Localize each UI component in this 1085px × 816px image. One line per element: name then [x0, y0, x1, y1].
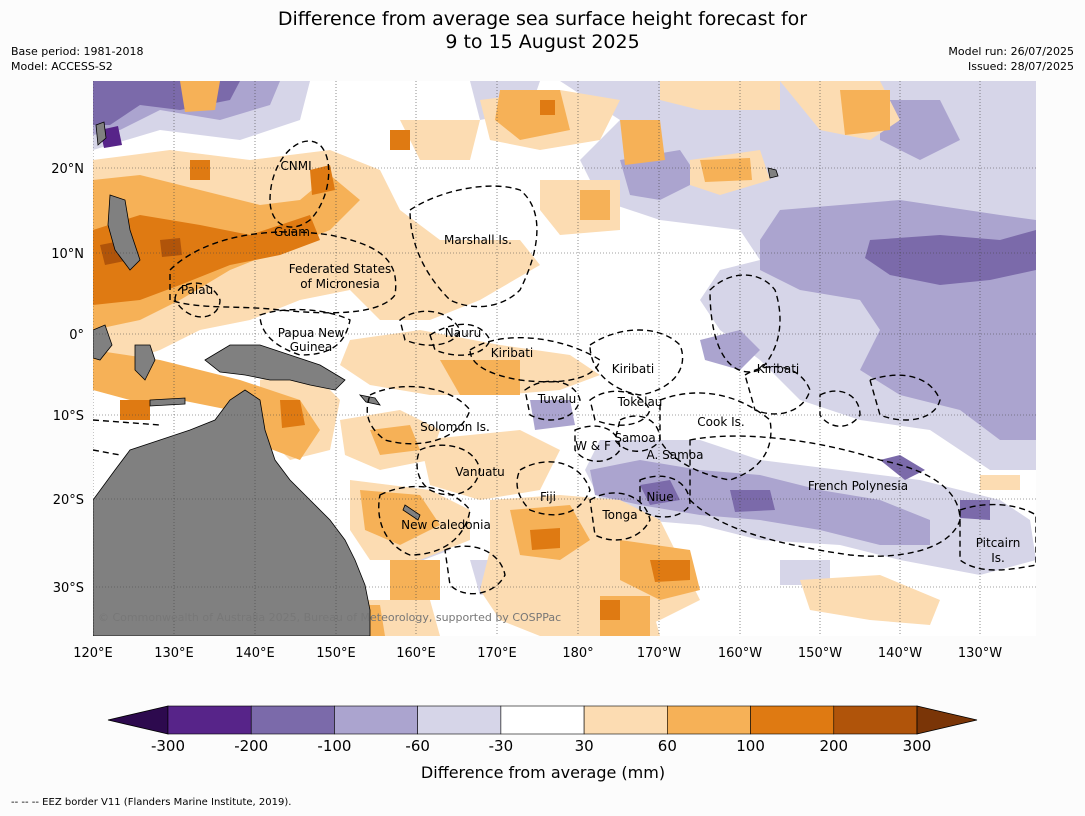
- lon-label: 160°W: [718, 646, 762, 661]
- anomaly-band-plus100: [93, 100, 690, 620]
- colorbar-band: [750, 705, 835, 735]
- new-guinea: [204, 344, 346, 391]
- label-fsm-line2: of Micronesia: [300, 277, 380, 291]
- lon-label: 170°W: [637, 646, 681, 661]
- colorbar-tick: 200: [819, 737, 848, 755]
- label-french-polynesia: French Polynesia: [808, 479, 908, 493]
- lon-label: 130°E: [154, 646, 194, 661]
- label-tokelau: Tokelau: [617, 395, 663, 409]
- land: [93, 121, 779, 636]
- colorbar-band: [417, 705, 502, 735]
- hawaii: [767, 167, 779, 179]
- meta-right: Model run: 26/07/2025 Issued: 28/07/2025: [948, 44, 1074, 74]
- label-png-line2: Guinea: [290, 340, 333, 354]
- title-line-1: Difference from average sea surface heig…: [277, 8, 808, 30]
- label-cook-islands: Cook Is.: [697, 415, 744, 429]
- label-fiji: Fiji: [540, 490, 556, 504]
- colorbar-tick: 60: [658, 737, 677, 755]
- colorbar-band: [334, 705, 418, 735]
- colorbar-band: [167, 705, 252, 735]
- model-name: Model: ACCESS-S2: [11, 60, 113, 73]
- colorbar-extend-low: [107, 705, 169, 735]
- borneo: [93, 324, 113, 361]
- taiwan: [95, 121, 107, 146]
- issued-date: Issued: 28/07/2025: [967, 60, 1074, 73]
- philippines: [107, 194, 141, 271]
- label-new-caledonia: New Caledonia: [401, 518, 491, 532]
- label-png-line1: Papua New: [278, 326, 345, 340]
- label-niue: Niue: [646, 490, 673, 504]
- lat-label: 20°N: [51, 162, 84, 177]
- label-pitcairn-line1: Pitcairn: [976, 536, 1021, 550]
- lon-label: 120°E: [73, 646, 113, 661]
- label-wallis-futuna: W & F: [575, 439, 611, 453]
- lon-label: 130°W: [958, 646, 1002, 661]
- colorbar-tick: -200: [234, 737, 268, 755]
- colorbar-title: Difference from average (mm): [421, 763, 665, 782]
- colorbar-band: [583, 705, 668, 735]
- lon-label: 160°E: [396, 646, 436, 661]
- colorbar-tick: -100: [317, 737, 351, 755]
- label-american-samoa: A. Samoa: [647, 448, 704, 462]
- label-tuvalu: Tuvalu: [537, 392, 577, 406]
- map-area: CNMI Guam Marshall Is. Federated States …: [93, 81, 1036, 636]
- lon-label: 170°E: [477, 646, 517, 661]
- lon-label: 150°E: [316, 646, 356, 661]
- colorbar-band: [250, 705, 335, 735]
- eez-legend-note: -- -- -- EEZ border V11 (Flanders Marine…: [11, 797, 292, 808]
- timor: [149, 397, 186, 407]
- anomaly-band-minus200: [93, 81, 1036, 520]
- label-cnmi: CNMI: [280, 159, 311, 173]
- chart-title: Difference from average sea surface heig…: [0, 8, 1085, 54]
- sulawesi: [134, 344, 156, 381]
- colorbar-tick: -60: [405, 737, 430, 755]
- australia: [93, 389, 371, 636]
- base-period: Base period: 1981-2018: [11, 45, 144, 58]
- lat-label: 30°S: [53, 581, 84, 596]
- label-kiribati-west: Kiribati: [491, 346, 533, 360]
- colorbar-tick: -300: [151, 737, 185, 755]
- colorbar-tick: -30: [489, 737, 514, 755]
- colorbar-band: [500, 705, 585, 735]
- region-labels: CNMI Guam Marshall Is. Federated States …: [181, 159, 1020, 565]
- copyright-notice: © Commonwealth of Australia 2025, Bureau…: [98, 611, 561, 624]
- lon-label: 150°W: [798, 646, 842, 661]
- meta-left: Base period: 1981-2018 Model: ACCESS-S2: [11, 44, 143, 74]
- latitude-labels: 20°N 10°N 0° 10°S 20°S 30°S: [51, 162, 84, 596]
- label-solomon-islands: Solomon Is.: [420, 420, 490, 434]
- eez-borders: [93, 140, 1036, 595]
- label-fsm-line1: Federated States: [289, 262, 391, 276]
- colorbar-band: [833, 705, 918, 735]
- longitude-labels: 120°E 130°E 140°E 150°E 160°E 170°E 180° 170°W 1…: [73, 646, 1002, 661]
- colorbar-tick: 30: [575, 737, 594, 755]
- lat-label: 10°N: [51, 247, 84, 262]
- lat-label: 10°S: [53, 409, 84, 424]
- label-guam: Guam: [274, 225, 310, 239]
- title-line-2: 9 to 15 August 2025: [445, 31, 640, 53]
- lat-label: 0°: [69, 328, 84, 343]
- lat-label: 20°S: [53, 493, 84, 508]
- lon-label: 180°: [562, 646, 593, 661]
- graticule: [93, 81, 1036, 636]
- colorbar: -300 -200 -100 -60 -30 30 60 100 200 300: [107, 705, 978, 755]
- label-samoa: Samoa: [614, 431, 655, 445]
- lon-label: 140°W: [878, 646, 922, 661]
- colorbar-band: [667, 705, 751, 735]
- label-kiribati-east: Kiribati: [757, 362, 799, 376]
- model-run: Model run: 26/07/2025: [948, 45, 1074, 58]
- colorbar-tick: 300: [903, 737, 932, 755]
- label-kiribati-central: Kiribati: [612, 362, 654, 376]
- label-marshall-islands: Marshall Is.: [444, 233, 512, 247]
- label-tonga: Tonga: [601, 508, 637, 522]
- label-nauru: Nauru: [445, 326, 481, 340]
- colorbar-extend-high: [916, 705, 978, 735]
- solomons: [358, 394, 381, 406]
- colorbar-tick: 100: [736, 737, 765, 755]
- label-palau: Palau: [181, 283, 213, 297]
- label-pitcairn-line2: Is.: [991, 551, 1005, 565]
- lon-label: 140°E: [235, 646, 275, 661]
- label-vanuatu: Vanuatu: [455, 465, 505, 479]
